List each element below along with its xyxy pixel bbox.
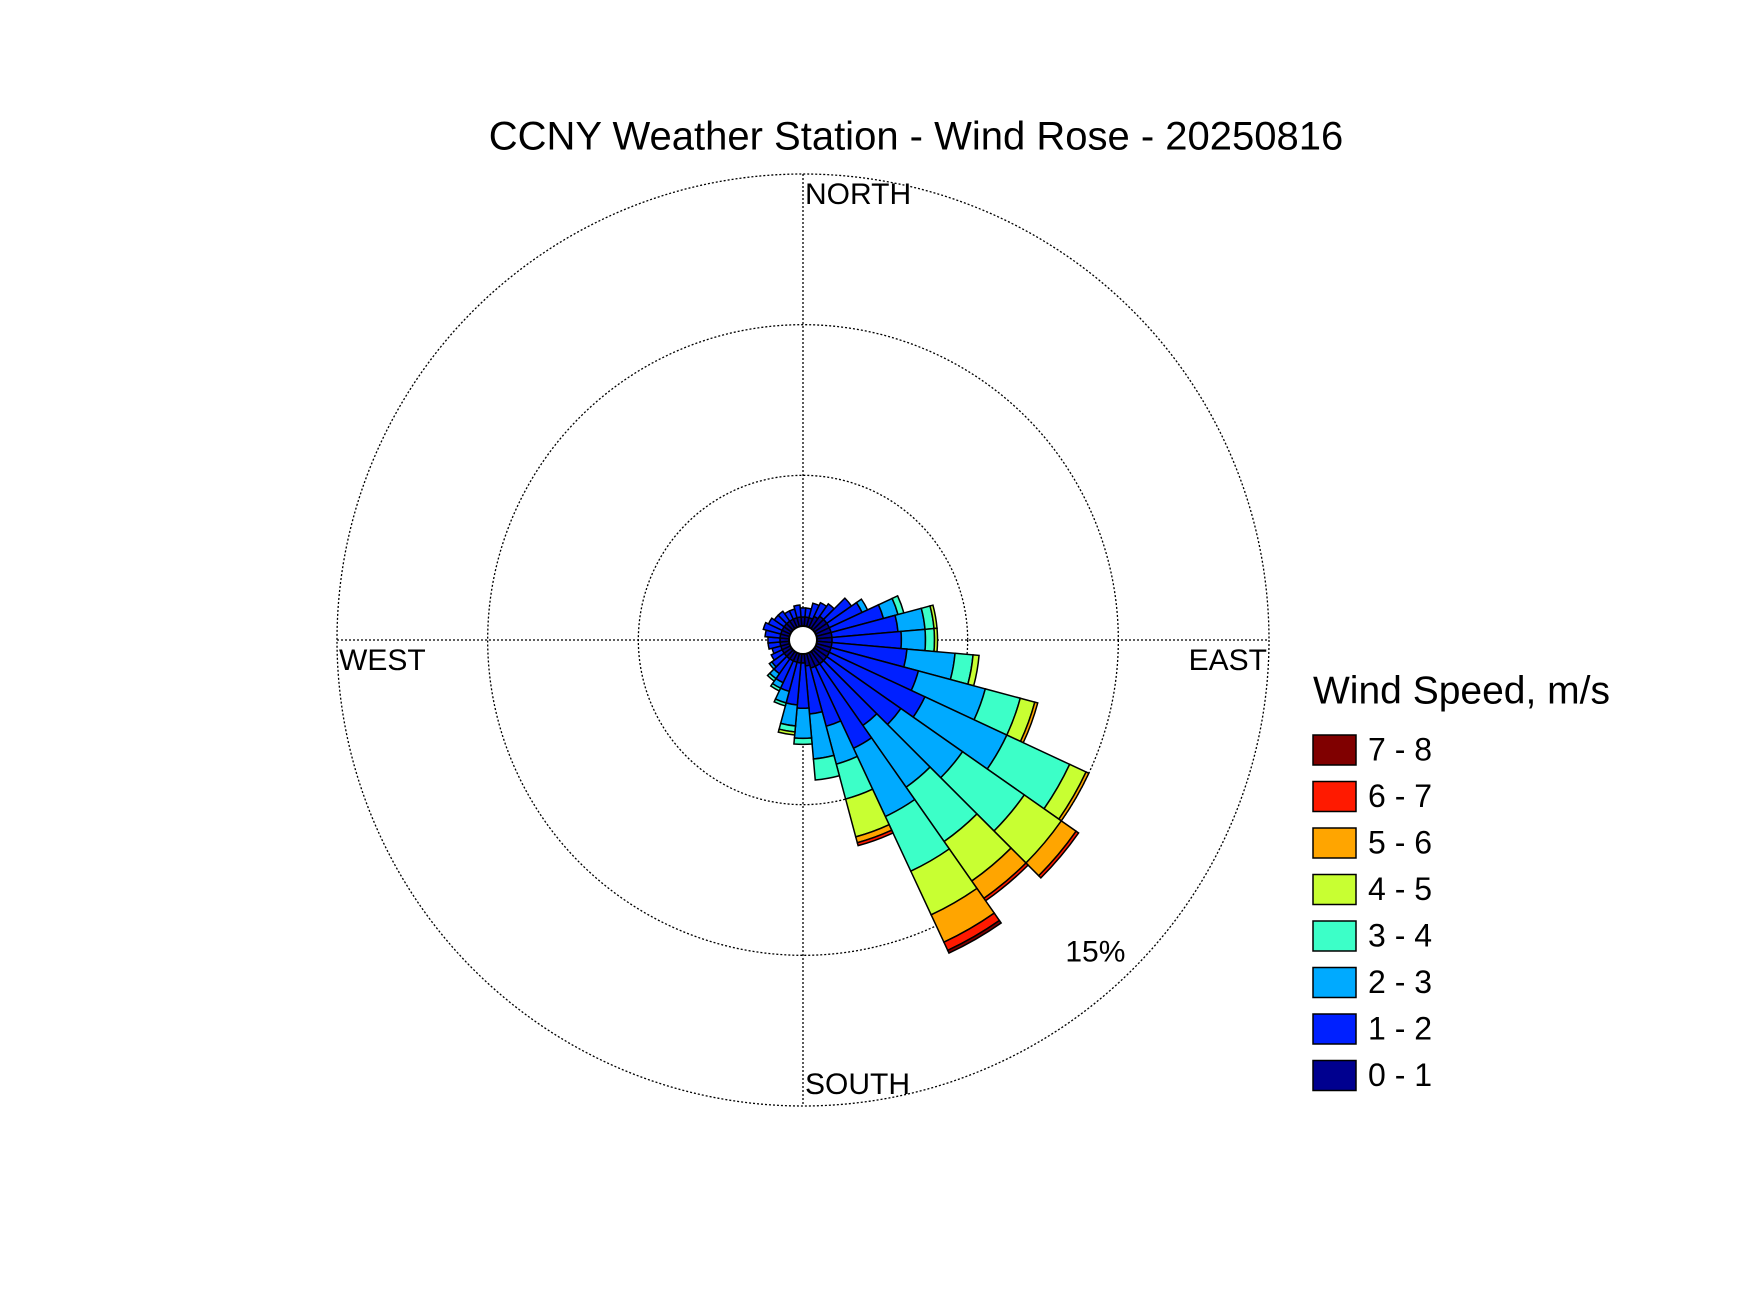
wedge-segment bbox=[769, 682, 782, 692]
wedge-segment bbox=[768, 660, 778, 671]
wedge-segment bbox=[924, 627, 936, 653]
legend-swatch bbox=[1312, 873, 1357, 906]
grid-ring bbox=[336, 173, 1270, 1107]
wedge-segment bbox=[856, 829, 894, 847]
legend-label: 3 - 4 bbox=[1368, 917, 1432, 953]
grid-ring bbox=[487, 324, 1119, 956]
legend-label: 4 - 5 bbox=[1368, 871, 1432, 907]
legend-swatch bbox=[1312, 1013, 1357, 1045]
legend-swatch bbox=[1312, 734, 1357, 766]
wedge-segment bbox=[933, 627, 939, 653]
wedge-segment bbox=[770, 648, 786, 662]
direction-label: WEST bbox=[339, 644, 426, 677]
legend-swatch bbox=[1312, 920, 1357, 952]
legend-swatch bbox=[1312, 827, 1357, 859]
grid-ring bbox=[637, 474, 969, 806]
wedge-segment bbox=[792, 604, 802, 619]
legend-swatch bbox=[1312, 1059, 1357, 1092]
direction-label: SOUTH bbox=[805, 1068, 910, 1101]
legend-swatch bbox=[1312, 780, 1357, 813]
direction-label: NORTH bbox=[805, 178, 911, 211]
legend-label: 2 - 3 bbox=[1368, 964, 1432, 1000]
legend-label: 6 - 7 bbox=[1368, 778, 1432, 814]
direction-label: EAST bbox=[1189, 644, 1267, 677]
wedge-segment bbox=[767, 617, 786, 632]
legend-label: 7 - 8 bbox=[1368, 731, 1432, 767]
wedge-segment bbox=[1037, 830, 1080, 879]
center-hole bbox=[788, 625, 818, 655]
wedge-segment bbox=[946, 919, 1003, 955]
wedge-segment bbox=[777, 728, 796, 736]
legend-label: 5 - 6 bbox=[1368, 824, 1432, 860]
legend-title: Wind Speed, m/s bbox=[1313, 669, 1610, 712]
legend-label: 1 - 2 bbox=[1368, 1010, 1432, 1046]
chart-title: CCNY Weather Station - Wind Rose - 20250… bbox=[489, 115, 1344, 159]
wedge-segment bbox=[777, 610, 791, 625]
wedge-segment bbox=[766, 672, 778, 683]
wedge-segment bbox=[900, 628, 927, 652]
r-tick-label: 15% bbox=[1065, 935, 1125, 968]
wedge-segment bbox=[793, 737, 813, 746]
legend-label: 0 - 1 bbox=[1368, 1057, 1432, 1093]
wedge-segment bbox=[773, 698, 788, 707]
legend-swatch bbox=[1312, 966, 1357, 999]
wedge-segment bbox=[812, 754, 841, 781]
wedge-segment bbox=[762, 621, 784, 635]
